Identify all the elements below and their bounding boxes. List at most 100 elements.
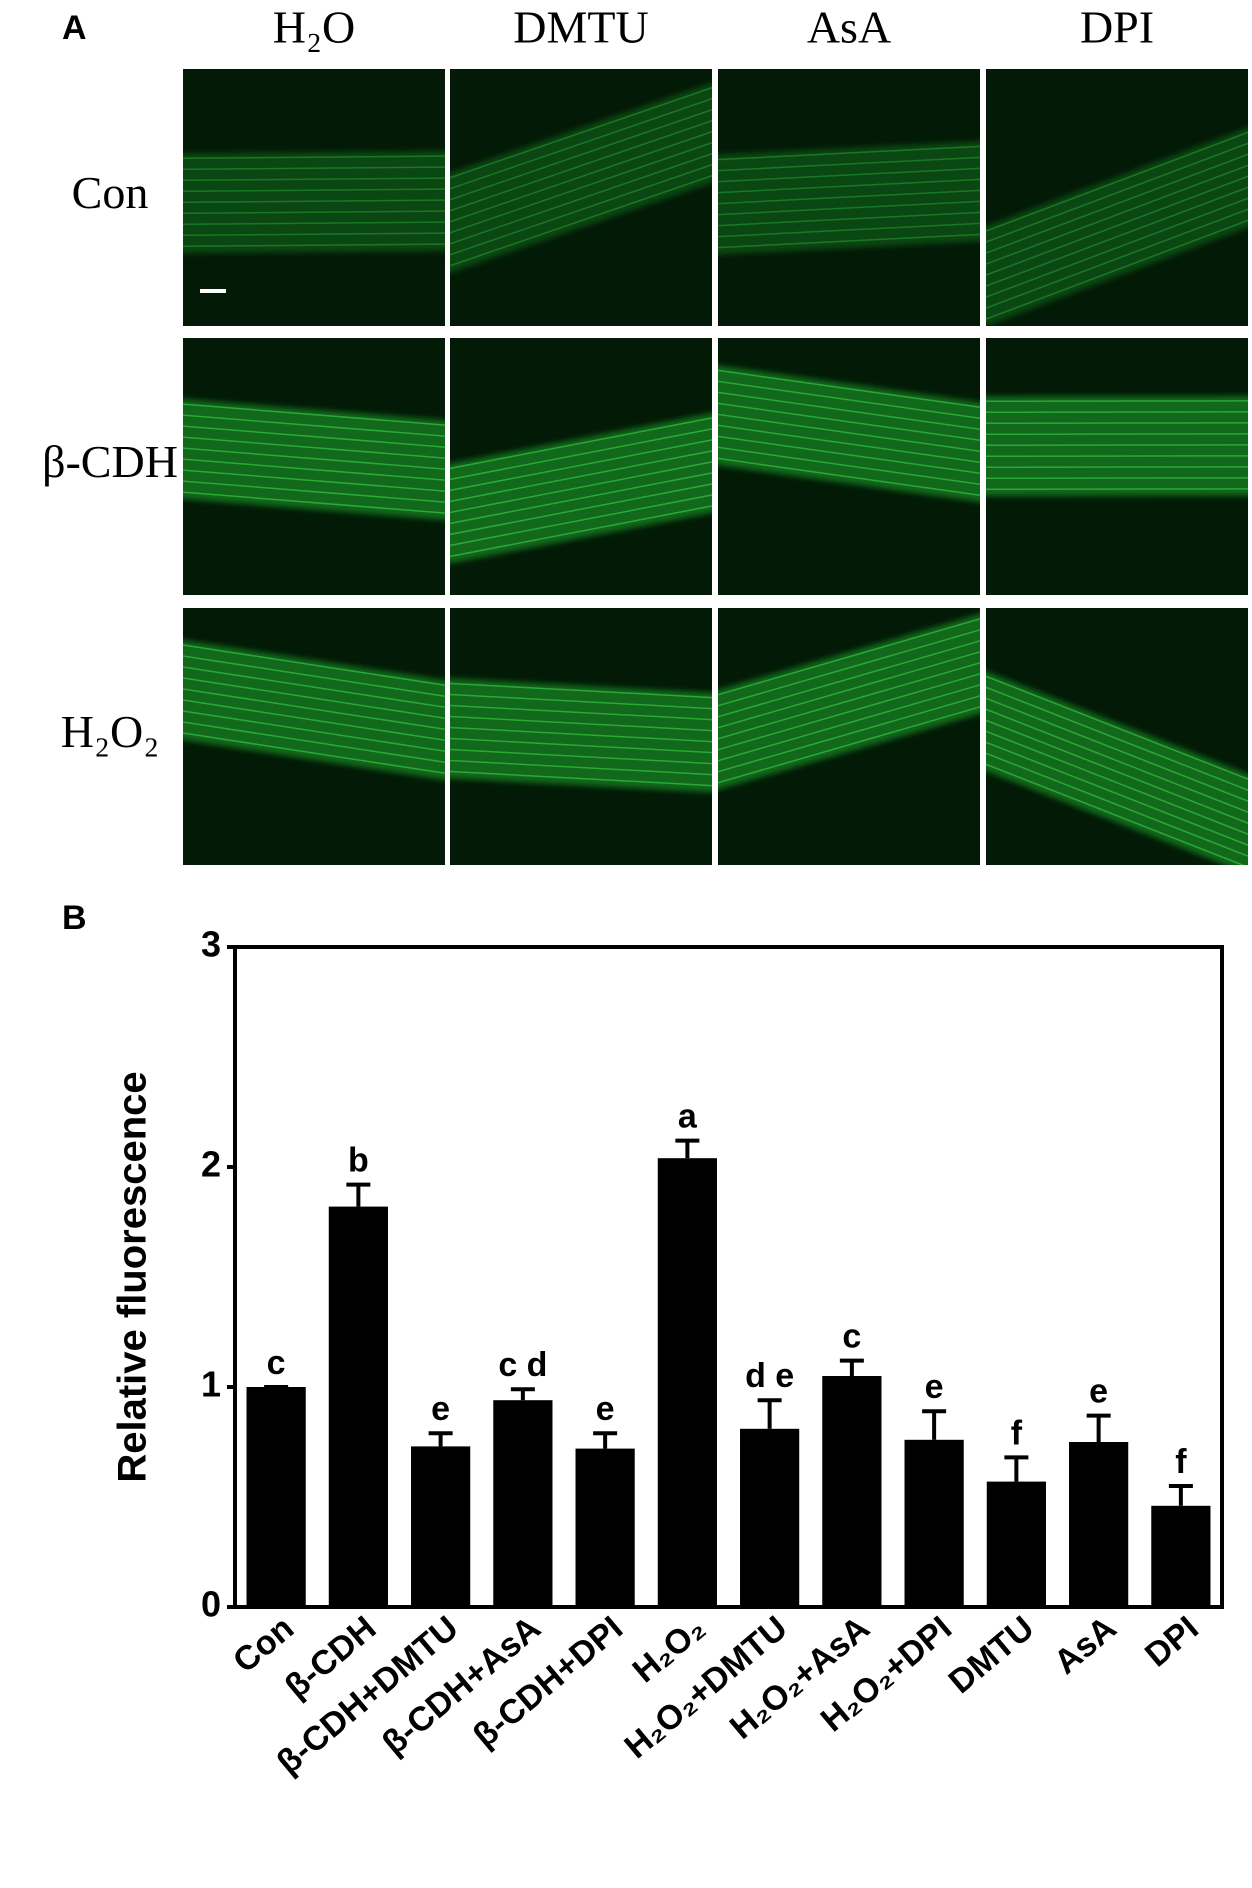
root-cell-line bbox=[183, 155, 445, 160]
column-label: H₂O bbox=[273, 2, 355, 53]
root-cell-line bbox=[183, 677, 445, 720]
root-cell-line bbox=[450, 439, 712, 492]
root-cell-line bbox=[183, 436, 445, 459]
root-cell-line bbox=[450, 108, 712, 201]
root-cell-line bbox=[450, 174, 712, 267]
column-label: DPI bbox=[1080, 2, 1154, 53]
bar bbox=[904, 1439, 964, 1607]
root-cell-line bbox=[450, 472, 712, 525]
root-image bbox=[986, 671, 1248, 865]
root-cell-line bbox=[718, 189, 980, 205]
root-body bbox=[450, 678, 712, 793]
root-cell-line bbox=[450, 770, 712, 787]
root-image bbox=[718, 613, 980, 790]
root-cell-line bbox=[718, 618, 980, 696]
root-cell-line bbox=[450, 130, 712, 223]
root-cell-line bbox=[986, 763, 1245, 865]
root-cell-line bbox=[718, 651, 980, 729]
root-cell-line bbox=[183, 403, 445, 426]
root-cell-line bbox=[718, 706, 980, 784]
root-image bbox=[183, 151, 445, 254]
root-image bbox=[450, 412, 712, 564]
root-body bbox=[718, 141, 980, 255]
chart: Relative fluorescence0123cConbβ-CDHeβ-CD… bbox=[111, 924, 1224, 1782]
root-cell-line bbox=[986, 142, 1248, 243]
root-cell-line bbox=[183, 469, 445, 492]
root-cell-line bbox=[718, 435, 980, 475]
root-cell-line bbox=[986, 708, 1248, 813]
root-cell-line bbox=[718, 402, 980, 442]
plot-frame bbox=[233, 945, 1224, 1609]
micrograph bbox=[183, 69, 445, 326]
root-cell-line bbox=[986, 186, 1248, 287]
root-cell-line bbox=[718, 673, 980, 751]
root-cell-line bbox=[450, 748, 712, 765]
bar bbox=[493, 1400, 553, 1607]
micrograph bbox=[718, 338, 980, 595]
root-image bbox=[986, 127, 1248, 326]
root-image bbox=[183, 399, 445, 521]
root-cell-line bbox=[183, 166, 445, 171]
row-label: H₂O₂ bbox=[61, 706, 160, 757]
bar bbox=[328, 1206, 388, 1607]
root-cell-line bbox=[718, 640, 980, 718]
row-label: Con bbox=[72, 167, 149, 218]
root-cell-line bbox=[450, 97, 712, 190]
root-cell-line bbox=[183, 491, 445, 514]
root-cell-line bbox=[450, 163, 712, 256]
significance-letter: e bbox=[1089, 1373, 1108, 1411]
root-cell-line bbox=[183, 414, 445, 437]
panel-label: A bbox=[62, 9, 87, 47]
root-cell-line bbox=[183, 666, 445, 709]
x-tick-label: DPI bbox=[1138, 1609, 1206, 1675]
root-cell-line bbox=[450, 704, 712, 721]
root-cell-line bbox=[183, 710, 445, 753]
root-cell-line bbox=[183, 243, 445, 248]
bar bbox=[740, 1428, 800, 1607]
root-cell-line bbox=[183, 688, 445, 731]
root-cell-line bbox=[986, 730, 1248, 835]
root-cell-line bbox=[450, 483, 712, 536]
root-cell-line bbox=[183, 188, 445, 193]
root-cell-line bbox=[450, 693, 712, 710]
root-cell-line bbox=[986, 131, 1248, 232]
x-tick-label: AsA bbox=[1047, 1609, 1124, 1682]
micrograph bbox=[986, 338, 1248, 595]
significance-letter: e bbox=[431, 1390, 450, 1428]
root-cell-line bbox=[718, 457, 980, 497]
root-cell-line bbox=[450, 428, 712, 481]
root-cell-line bbox=[718, 413, 980, 453]
root-cell-line bbox=[450, 726, 712, 743]
root-cell-line bbox=[183, 425, 445, 448]
bar bbox=[575, 1448, 635, 1607]
root-cell-line bbox=[183, 721, 445, 764]
root-cell-line bbox=[718, 369, 980, 409]
root-cell-line bbox=[718, 380, 980, 420]
root-cell-line bbox=[986, 175, 1248, 276]
root-body bbox=[986, 127, 1248, 326]
root-cell-line bbox=[718, 211, 980, 227]
root-cell-line bbox=[450, 141, 712, 234]
root-body bbox=[183, 399, 445, 521]
root-cell-line bbox=[986, 719, 1248, 824]
root-cell-line bbox=[986, 197, 1248, 298]
root-cell-line bbox=[183, 732, 445, 775]
root-cell-line bbox=[450, 119, 712, 212]
root-cell-line bbox=[986, 741, 1248, 846]
root-body bbox=[986, 671, 1248, 865]
root-cell-line bbox=[718, 200, 980, 216]
root-image bbox=[183, 639, 445, 781]
bar bbox=[657, 1158, 717, 1607]
micrograph bbox=[986, 69, 1248, 326]
y-axis-label: Relative fluorescence bbox=[111, 1071, 155, 1482]
significance-letter: e bbox=[596, 1390, 615, 1428]
root-cell-line bbox=[718, 695, 980, 773]
root-cell-line bbox=[183, 232, 445, 237]
bar bbox=[822, 1376, 882, 1607]
significance-letter: f bbox=[1011, 1414, 1023, 1452]
root-cell-line bbox=[986, 219, 1248, 320]
root-cell-line bbox=[986, 697, 1248, 802]
column-label: AsA bbox=[807, 2, 891, 53]
root-cell-line bbox=[450, 86, 712, 179]
